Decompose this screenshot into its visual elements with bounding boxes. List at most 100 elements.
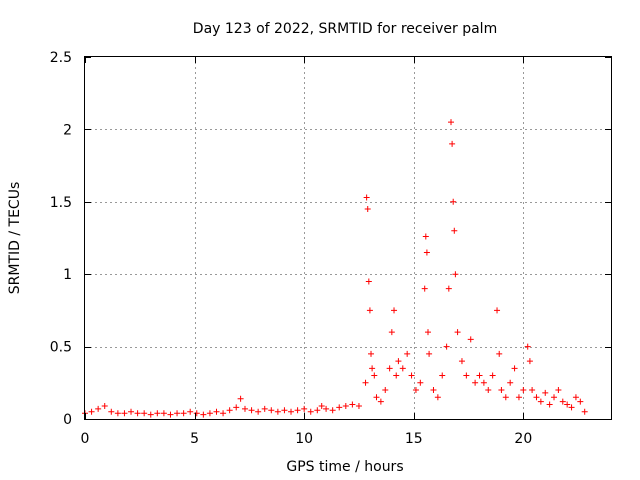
data-point (572, 394, 579, 401)
chart-title: Day 123 of 2022, SRMTID for receiver pal… (193, 21, 497, 37)
data-point (373, 394, 380, 401)
data-point (349, 401, 356, 408)
data-point (366, 307, 373, 314)
y-tick-label: 0.5 (50, 340, 72, 356)
x-tick-label: 0 (81, 431, 90, 447)
y-tick-label: 2 (63, 122, 72, 138)
data-point (294, 407, 301, 414)
data-point (445, 285, 452, 292)
data-point (443, 343, 450, 350)
data-point (167, 411, 174, 418)
data-point (323, 405, 330, 412)
data-point (511, 365, 518, 372)
data-point (141, 410, 148, 417)
data-point (434, 394, 441, 401)
data-point (371, 372, 378, 379)
data-point (546, 401, 553, 408)
data-point (577, 398, 584, 405)
data-point (160, 410, 167, 417)
data-point (226, 407, 233, 414)
data-point (200, 411, 207, 418)
data-point (193, 410, 200, 417)
data-point (472, 379, 479, 386)
data-point (101, 402, 108, 409)
data-point (108, 408, 115, 415)
data-point (288, 408, 295, 415)
data-point (248, 407, 255, 414)
data-point (485, 387, 492, 394)
data-point (95, 405, 102, 412)
data-point (408, 372, 415, 379)
data-point (180, 410, 187, 417)
data-point (377, 398, 384, 405)
data-point (520, 387, 527, 394)
data-point (237, 395, 244, 402)
data-point (555, 387, 562, 394)
data-point (88, 408, 95, 415)
data-point (494, 307, 501, 314)
data-point (213, 408, 220, 415)
data-point (454, 329, 461, 336)
y-tick-label: 1 (63, 267, 72, 283)
data-point (363, 194, 370, 201)
data-point (399, 365, 406, 372)
y-tick-label: 0 (63, 412, 72, 428)
data-point (568, 404, 575, 411)
data-point (515, 394, 522, 401)
data-point (480, 379, 487, 386)
data-point (318, 402, 325, 409)
data-point (241, 405, 248, 412)
data-point (386, 365, 393, 372)
data-point (362, 379, 369, 386)
data-point (422, 233, 429, 240)
data-point (529, 387, 536, 394)
data-point (233, 404, 240, 411)
data-point (426, 350, 433, 357)
y-tick-label: 1.5 (50, 195, 72, 211)
data-point (524, 343, 531, 350)
data-point (451, 227, 458, 234)
data-point (342, 402, 349, 409)
data-point (134, 410, 141, 417)
data-point (281, 407, 288, 414)
data-point (463, 372, 470, 379)
data-point (542, 389, 549, 396)
data-point (314, 407, 321, 414)
data-point (449, 140, 456, 147)
data-point (369, 365, 376, 372)
data-point (154, 410, 161, 417)
x-tick-label: 5 (190, 431, 199, 447)
data-point (393, 372, 400, 379)
data-point (526, 358, 533, 365)
data-point (421, 285, 428, 292)
data-point (364, 206, 371, 213)
data-points (82, 119, 588, 418)
x-tick-label: 10 (295, 431, 313, 447)
data-point (329, 407, 336, 414)
data-point (458, 358, 465, 365)
data-point (476, 372, 483, 379)
data-point (336, 404, 343, 411)
data-point (274, 408, 281, 415)
data-point (206, 410, 213, 417)
data-point (467, 336, 474, 343)
plot-frame (84, 56, 612, 420)
data-point (533, 394, 540, 401)
data-point (537, 398, 544, 405)
x-tick-label: 15 (405, 431, 423, 447)
data-point (128, 408, 135, 415)
data-point (450, 198, 457, 205)
y-tick-label: 2.5 (50, 50, 72, 66)
data-point (423, 249, 430, 256)
data-point (448, 119, 455, 126)
data-point (355, 402, 362, 409)
data-point (268, 407, 275, 414)
data-point (496, 350, 503, 357)
data-point (382, 387, 389, 394)
data-point (452, 271, 459, 278)
data-point (424, 329, 431, 336)
data-point (365, 278, 372, 285)
data-point (261, 405, 268, 412)
data-point (301, 405, 308, 412)
